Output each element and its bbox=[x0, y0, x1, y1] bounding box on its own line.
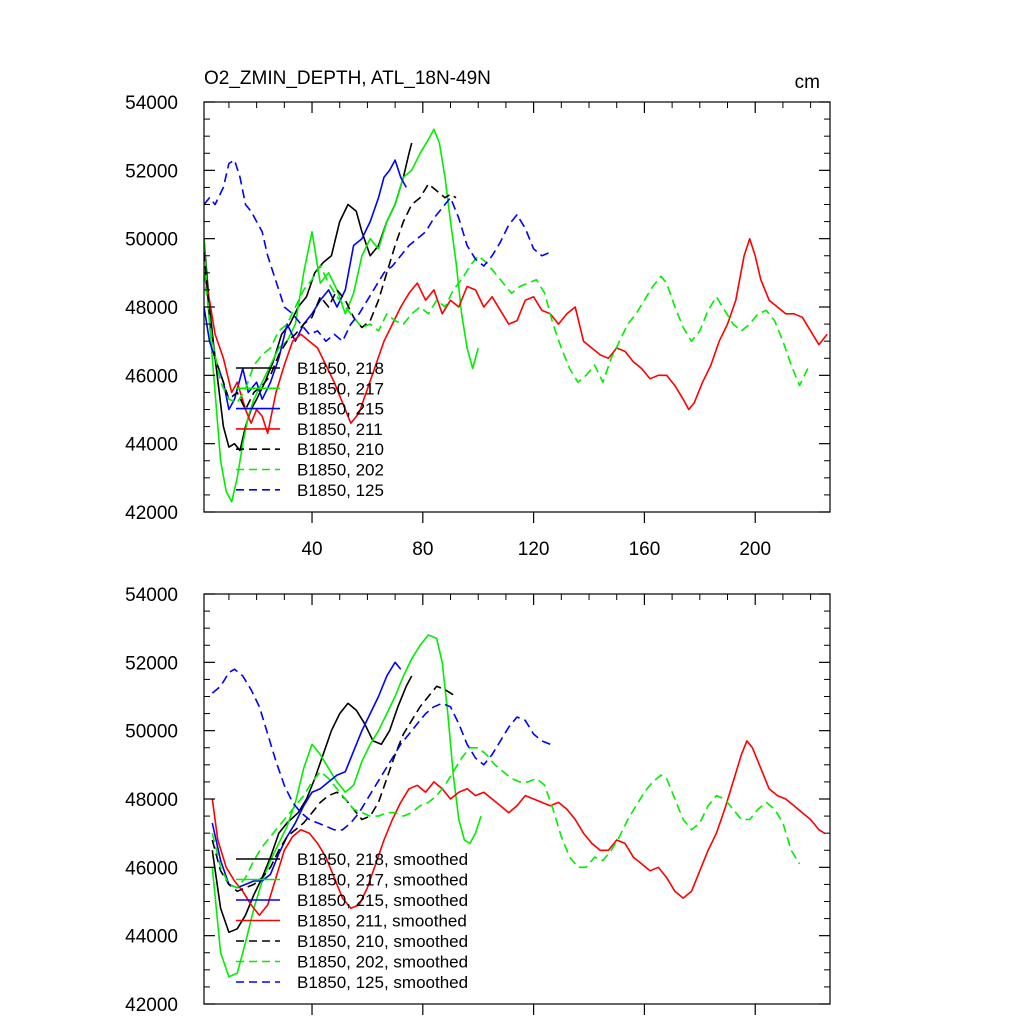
top-series-line-5 bbox=[204, 255, 809, 404]
top-legend-label-0: B1850, 218 bbox=[297, 359, 384, 378]
bottom-series-line-5 bbox=[211, 747, 801, 889]
bottom-legend-label-4: B1850, 210, smoothed bbox=[297, 932, 468, 951]
bottom-ytick-label-0: 42000 bbox=[125, 995, 178, 1016]
top-chart-title: O2_ZMIN_DEPTH, ATL_18N-49N bbox=[204, 68, 491, 89]
bottom-series-line-4 bbox=[211, 685, 457, 893]
top-ytick-label-0: 42000 bbox=[125, 503, 178, 524]
top-series-line-4 bbox=[204, 183, 457, 411]
bottom-legend-label-3: B1850, 211, smoothed bbox=[297, 912, 467, 931]
top-ytick-label-1: 44000 bbox=[125, 435, 178, 456]
bottom-legend: B1850, 218, smoothed B1850, 217, smoothed… bbox=[236, 850, 468, 992]
bottom-series-line-3 bbox=[211, 740, 825, 916]
top-legend-label-5: B1850, 202 bbox=[297, 461, 384, 480]
top-ytick-label-4: 50000 bbox=[125, 230, 178, 251]
bottom-legend-label-1: B1850, 217, smoothed bbox=[297, 871, 468, 890]
bottom-series-line-6 bbox=[211, 668, 551, 831]
top-panel: O2_ZMIN_DEPTH, ATL_18N-49N cm 42000 44000… bbox=[125, 68, 831, 560]
bottom-ytick-label-1: 44000 bbox=[125, 927, 178, 948]
top-xtick-label-2: 120 bbox=[518, 539, 550, 560]
top-legend-label-3: B1850, 211 bbox=[297, 420, 383, 439]
top-legend-label-4: B1850, 210 bbox=[297, 440, 384, 459]
bottom-ytick-label-4: 50000 bbox=[125, 722, 178, 743]
bottom-series-group bbox=[211, 634, 825, 978]
top-ytick-label-6: 54000 bbox=[125, 93, 178, 114]
top-series-line-0 bbox=[204, 142, 413, 452]
bottom-ytick-label-2: 46000 bbox=[125, 858, 178, 879]
top-xtick-label-4: 200 bbox=[739, 539, 771, 560]
top-xtick-label-3: 160 bbox=[629, 539, 661, 560]
top-ytick-label-3: 48000 bbox=[125, 298, 178, 319]
bottom-ytick-label-6: 54000 bbox=[125, 585, 178, 606]
bottom-legend-label-6: B1850, 125, smoothed bbox=[297, 973, 468, 992]
top-series-line-6 bbox=[204, 159, 551, 342]
bottom-ytick-label-5: 52000 bbox=[125, 653, 178, 674]
bottom-series-line-1 bbox=[211, 634, 482, 978]
top-legend-label-2: B1850, 215 bbox=[297, 400, 384, 419]
bottom-legend-label-2: B1850, 215, smoothed bbox=[297, 891, 468, 910]
top-series-group bbox=[204, 128, 828, 503]
top-ytick-label-5: 52000 bbox=[125, 161, 178, 182]
bottom-series-line-2 bbox=[211, 661, 402, 889]
top-xtick-label-0: 40 bbox=[301, 539, 322, 560]
bottom-ytick-label-3: 48000 bbox=[125, 790, 178, 811]
top-chart-units: cm bbox=[795, 72, 820, 93]
bottom-legend-label-0: B1850, 218, smoothed bbox=[297, 850, 468, 869]
top-legend-label-1: B1850, 217 bbox=[297, 379, 384, 398]
bottom-legend-label-5: B1850, 202, smoothed bbox=[297, 953, 468, 972]
top-series-line-3 bbox=[204, 237, 828, 435]
top-xtick-label-1: 80 bbox=[412, 539, 433, 560]
top-legend-label-6: B1850, 125 bbox=[297, 481, 384, 500]
bottom-panel: 42000 44000 46000 48000 50000 52000 54000 B1850… bbox=[125, 585, 831, 1016]
top-ytick-label-2: 46000 bbox=[125, 366, 178, 387]
